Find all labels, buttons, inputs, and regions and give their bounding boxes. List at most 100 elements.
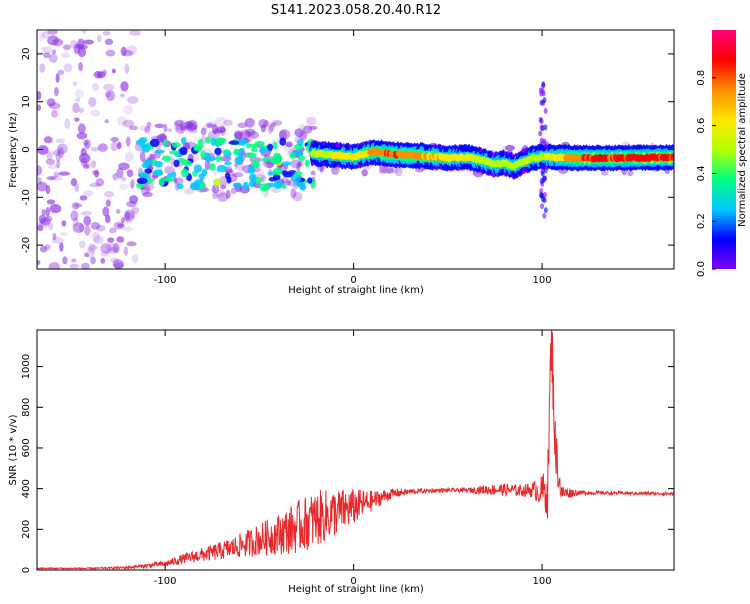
spectrogram-cell [48, 222, 54, 231]
spectrogram-cell [122, 119, 135, 128]
spectrogram-cell [543, 124, 548, 131]
snr-panel: -100 0 100 0 200 400 600 800 1000 Height of str… [8, 329, 675, 595]
spectrogram-cell [184, 188, 195, 195]
spectrogram-cell [248, 143, 258, 148]
spectrogram-cell [180, 168, 189, 178]
spectrogram-cell [56, 143, 68, 155]
spectrogram-cell [102, 31, 111, 36]
spectrogram-cell [61, 220, 67, 227]
spectrogram-cell [45, 158, 55, 165]
spectrogram-cell [74, 97, 81, 103]
spectrogram-cell [55, 152, 61, 163]
spectrogram-cell [540, 87, 545, 94]
snr-y-tick-label: 600 [21, 438, 32, 457]
spectrogram-cell [121, 176, 127, 182]
spectrogram-cell [44, 46, 52, 54]
snr-y-tick-label: 800 [21, 398, 32, 417]
spectrogram-cell [310, 170, 316, 176]
spectrogram-cell [171, 142, 181, 148]
spectrogram-cell [308, 125, 318, 131]
spectrogram-cell [216, 164, 228, 173]
spectrogram-cell [141, 144, 151, 153]
spectrogram-cell [106, 243, 118, 255]
spectrogram-cell [100, 251, 110, 257]
spectrogram-cell [124, 211, 131, 222]
spectrogram-cell [261, 174, 266, 183]
spectrogram-cell [299, 158, 304, 168]
spectrogram-cell [44, 215, 53, 222]
spectrogram-cell [260, 124, 267, 133]
spectrogram-cell [83, 190, 94, 197]
spectrogram-cell [78, 107, 84, 114]
spectrogram-cell [173, 159, 180, 168]
spectrogram-cell [48, 262, 60, 269]
spectrogram-cell [74, 89, 84, 99]
spectrogram-cell [93, 169, 100, 178]
spectrogram-cell [82, 30, 87, 34]
spectrogram-cell [37, 90, 42, 100]
spectrogram-cell [81, 262, 90, 269]
spectrogram-cell [204, 159, 211, 171]
spectrogram-cell [248, 173, 257, 182]
spectrogram-y-tick-label: -10 [21, 189, 32, 205]
spectrogram-cell [139, 125, 151, 132]
spectrogram-cell [232, 182, 242, 188]
spectrogram-cell [234, 131, 243, 140]
spectrogram-cell [172, 176, 178, 183]
spectrogram-cell [542, 212, 547, 219]
spectrogram-cell [124, 209, 136, 221]
spectrogram-cell [106, 91, 114, 102]
snr-x-tick-label: -100 [154, 576, 177, 587]
spectrogram-cell [49, 203, 62, 214]
spectrogram-cell [124, 63, 130, 74]
spectrogram-cell [224, 169, 234, 174]
spectrogram-cell [95, 178, 105, 187]
spectrogram-cell [100, 242, 112, 254]
spectrogram-cell [140, 185, 151, 196]
spectrogram-cell [272, 141, 278, 150]
spectrogram-cell [62, 44, 71, 51]
spectrogram-cell [247, 166, 256, 174]
spectrogram-cell [144, 126, 151, 134]
spectrogram-cell [97, 34, 102, 43]
spectrogram-cell [116, 141, 122, 150]
spectrogram-cell [46, 150, 53, 161]
spectrogram-cell [53, 86, 59, 97]
spectrogram-y-tick-label: -20 [21, 237, 32, 253]
spectrogram-cell [154, 160, 164, 168]
carrier-track-segment [670, 153, 674, 161]
spectrogram-cell [185, 122, 197, 132]
spectrogram-cell [115, 208, 121, 214]
spectrogram-cell [126, 169, 134, 178]
spectrogram-cell [222, 149, 230, 154]
spectrogram-cell [128, 125, 139, 131]
spectrogram-cell [90, 160, 97, 169]
spectrogram-cell [180, 137, 187, 145]
spectrogram-cell [129, 30, 142, 36]
spectrogram-x-tick-label: -100 [154, 275, 177, 286]
spectrogram-cell [80, 211, 93, 216]
colorbar-tick-label: 0.8 [696, 70, 707, 86]
spectrogram-cell [116, 236, 125, 243]
spectrogram-cell [37, 224, 44, 232]
spectrogram-cell [37, 181, 48, 192]
spectrogram-cell [206, 123, 214, 129]
spectrogram-cell [175, 123, 186, 134]
spectrogram-cell [41, 208, 46, 217]
spectrogram-cell [217, 192, 229, 203]
spectrogram-cell [123, 246, 129, 256]
spectrogram-cell [223, 119, 233, 127]
spectrogram-cell [61, 52, 70, 59]
spectrogram-cell [219, 184, 227, 190]
spectrogram-cell [259, 183, 270, 192]
spectrogram-cell [161, 155, 172, 162]
spectrogram-cell [71, 258, 77, 263]
spectrogram-cell [110, 141, 118, 152]
spectrogram-cell [125, 136, 131, 147]
spectrogram-cell [117, 223, 124, 228]
spectrogram-cell [234, 163, 245, 171]
spectrogram-cell [74, 117, 80, 122]
spectrogram-cell [245, 143, 251, 149]
spectrogram-cell [51, 109, 58, 118]
spectrogram-cell [174, 119, 185, 127]
